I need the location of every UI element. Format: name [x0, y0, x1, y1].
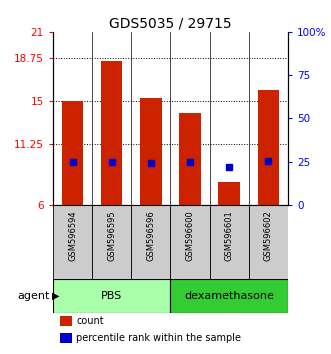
Bar	[258, 90, 279, 205]
Bar	[60, 316, 72, 326]
Text: GSM596600: GSM596600	[186, 210, 195, 261]
Bar	[249, 205, 288, 279]
Bar	[60, 333, 72, 343]
Bar	[53, 205, 92, 279]
Bar	[179, 113, 201, 205]
Bar	[170, 205, 210, 279]
Bar	[218, 182, 240, 205]
Bar	[170, 279, 288, 313]
Title: GDS5035 / 29715: GDS5035 / 29715	[109, 17, 232, 31]
Text: GSM596602: GSM596602	[264, 210, 273, 261]
Text: GSM596595: GSM596595	[107, 210, 116, 261]
Bar	[210, 205, 249, 279]
Bar	[131, 205, 170, 279]
Text: dexamethasone: dexamethasone	[184, 291, 274, 301]
Bar	[101, 61, 122, 205]
Text: count: count	[76, 316, 104, 326]
Bar	[140, 98, 162, 205]
Text: GSM596594: GSM596594	[68, 210, 77, 261]
Text: percentile rank within the sample: percentile rank within the sample	[76, 333, 241, 343]
Bar	[53, 279, 170, 313]
Text: agent: agent	[18, 291, 50, 301]
Text: GSM596596: GSM596596	[146, 210, 155, 261]
Text: ▶: ▶	[52, 291, 59, 301]
Text: PBS: PBS	[101, 291, 122, 301]
Bar	[92, 205, 131, 279]
Bar	[62, 101, 83, 205]
Text: GSM596601: GSM596601	[225, 210, 234, 261]
